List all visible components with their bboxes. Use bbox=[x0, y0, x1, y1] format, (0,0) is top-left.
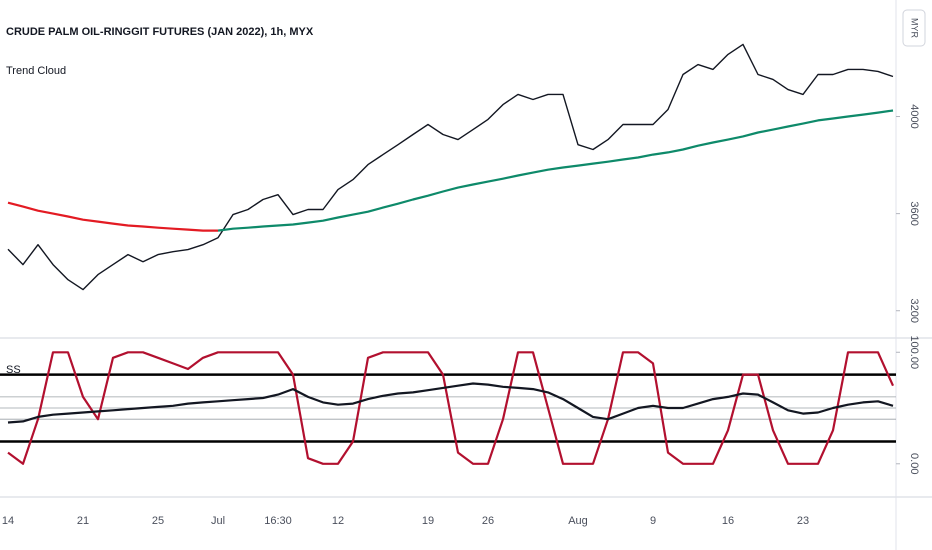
series-line bbox=[7, 201, 218, 232]
series-line bbox=[7, 382, 894, 424]
x-tick-label: 16:30 bbox=[264, 515, 292, 527]
x-tick-label: 23 bbox=[797, 515, 809, 527]
x-tick-label: 9 bbox=[650, 515, 656, 527]
series-line bbox=[7, 43, 894, 291]
currency-box[interactable] bbox=[902, 9, 926, 47]
currency-label: MYR bbox=[910, 18, 920, 39]
x-tick-label: 19 bbox=[422, 515, 434, 527]
indicator-name: Trend Cloud bbox=[6, 65, 66, 77]
x-tick-label: 16 bbox=[722, 515, 734, 527]
x-tick-label: 12 bbox=[332, 515, 344, 527]
series-line bbox=[217, 109, 894, 232]
chart-title: CRUDE PALM OIL-RINGGIT FUTURES (JAN 2022… bbox=[6, 26, 314, 38]
y-tick-label: 0.00 bbox=[908, 453, 920, 474]
x-tick-label: Aug bbox=[568, 515, 588, 527]
y-tick-label: 3600 bbox=[908, 201, 920, 225]
x-tick-label: 26 bbox=[482, 515, 494, 527]
x-tick-label: Jul bbox=[211, 515, 225, 527]
x-tick-label: 21 bbox=[77, 515, 89, 527]
y-tick-label: 3200 bbox=[908, 298, 920, 322]
oscillator-name: SS bbox=[6, 364, 21, 376]
x-tick-label: 25 bbox=[152, 515, 164, 527]
y-tick-label: 100.00 bbox=[908, 335, 920, 369]
series-line bbox=[7, 351, 895, 465]
y-tick-label: 4000 bbox=[908, 104, 920, 128]
x-tick-label: 14 bbox=[2, 515, 14, 527]
